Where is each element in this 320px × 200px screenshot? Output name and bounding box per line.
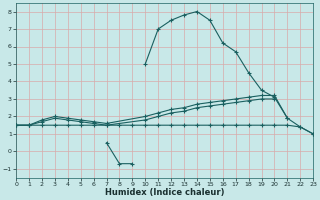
X-axis label: Humidex (Indice chaleur): Humidex (Indice chaleur) <box>105 188 224 197</box>
